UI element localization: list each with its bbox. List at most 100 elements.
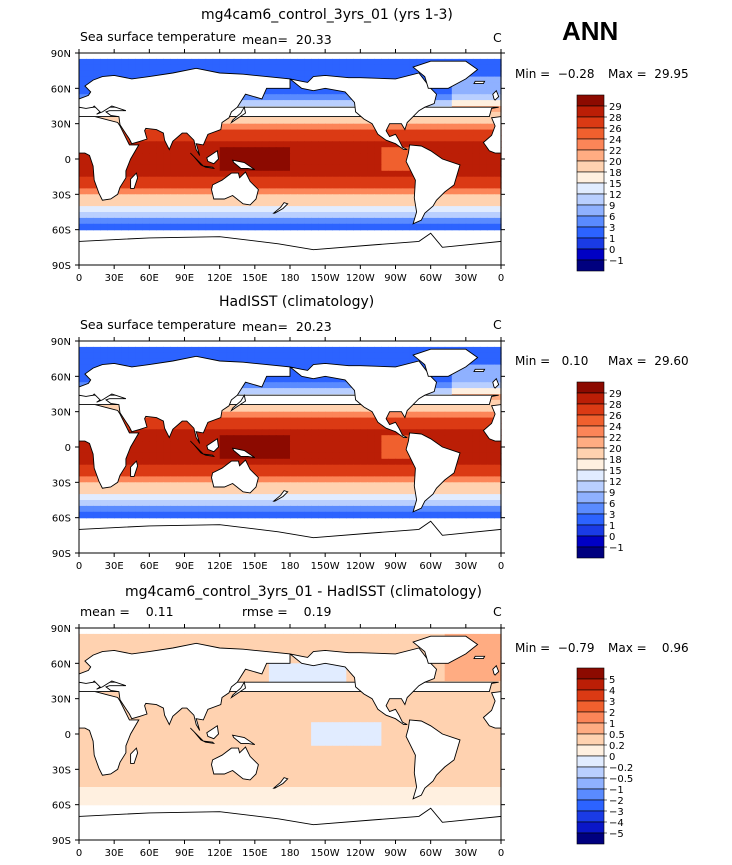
sst-cell (402, 217, 411, 225)
sst-cell (367, 441, 375, 448)
sst-cell (479, 153, 488, 160)
sst-cell (283, 458, 291, 466)
sst-cell (479, 206, 488, 213)
sst-cell (494, 745, 502, 753)
sst-cell (465, 663, 474, 670)
sst-cell (458, 505, 467, 513)
sst-cell (226, 692, 235, 700)
sst-cell (177, 58, 186, 66)
sst-cell (191, 170, 200, 178)
panel-3-unit: C (493, 604, 502, 619)
sst-cell (332, 470, 340, 478)
sst-cell (226, 141, 235, 148)
sst-cell (346, 633, 354, 641)
sst-cell (346, 135, 354, 142)
sst-cell (93, 188, 101, 195)
sst-cell (226, 698, 235, 706)
sst-cell (325, 739, 333, 747)
sst-cell (332, 698, 340, 706)
sst-cell (325, 70, 333, 78)
sst-cell (290, 358, 298, 366)
sst-cell (268, 470, 277, 478)
sst-cell (86, 212, 94, 219)
sst-cell (79, 194, 87, 201)
sst-cell (93, 482, 101, 489)
sst-cell (149, 170, 157, 178)
sst-cell (290, 417, 298, 425)
sst-cell (142, 722, 150, 729)
sst-cell (304, 147, 312, 154)
sst-cell (395, 217, 404, 225)
sst-cell (311, 429, 319, 436)
sst-cell (170, 728, 178, 735)
sst-cell (86, 739, 94, 747)
sst-cell (100, 511, 108, 519)
sst-cell (163, 64, 171, 72)
sst-cell (254, 482, 263, 489)
sst-cell (254, 464, 263, 472)
sst-cell (325, 692, 333, 700)
sst-cell (430, 417, 439, 425)
sst-cell (402, 458, 411, 466)
sst-cell (486, 511, 495, 519)
sst-cell (451, 429, 460, 436)
sst-cell (465, 217, 474, 225)
sst-cell (170, 716, 178, 723)
sst-cell (494, 376, 502, 383)
sst-cell (458, 88, 467, 95)
sst-cell (486, 58, 495, 66)
sst-cell (184, 500, 193, 507)
sst-cell (149, 435, 157, 442)
sst-cell (339, 123, 347, 131)
sst-cell (275, 159, 284, 166)
sst-cell (163, 147, 171, 154)
sst-cell (93, 511, 101, 519)
sst-cell (261, 500, 270, 507)
sst-cell (275, 117, 284, 125)
sst-cell (458, 123, 467, 131)
sst-cell (156, 164, 164, 172)
sst-cell (479, 164, 488, 172)
sst-cell (304, 639, 312, 647)
sst-cell (388, 739, 397, 747)
sst-cell (437, 194, 446, 201)
sst-cell (479, 417, 488, 425)
sst-cell (494, 370, 502, 377)
sst-cell (374, 182, 382, 190)
sst-cell (332, 734, 340, 741)
sst-cell (163, 170, 171, 178)
sst-cell (381, 441, 389, 448)
sst-cell (191, 464, 200, 472)
sst-cell (451, 100, 460, 107)
sst-cell (325, 470, 333, 478)
sst-cell (114, 405, 122, 413)
sst-cell (212, 159, 221, 166)
sst-cell (409, 129, 418, 137)
sst-cell (191, 223, 200, 231)
sst-cell (135, 447, 143, 454)
sst-cell (100, 212, 108, 219)
sst-cell (297, 458, 305, 466)
coastline (405, 144, 461, 225)
sst-cell (458, 217, 467, 225)
sst-cell (79, 728, 87, 735)
sst-cell (332, 176, 340, 184)
y-tick-label: 60S (52, 226, 71, 237)
colorbar-swatch (576, 425, 605, 438)
sst-cell (381, 176, 389, 184)
sst-cell (170, 153, 178, 160)
sst-cell (275, 200, 284, 207)
sst-cell (184, 633, 193, 641)
sst-cell (135, 734, 143, 741)
sst-cell (409, 117, 418, 125)
sst-cell (93, 639, 101, 647)
sst-cell (163, 164, 171, 172)
sst-cell (388, 123, 397, 131)
sst-cell (486, 734, 495, 741)
sst-cell (170, 494, 178, 501)
sst-cell (479, 364, 488, 372)
sst-cell (339, 94, 347, 101)
sst-cell (479, 82, 488, 89)
sst-cell (486, 447, 495, 454)
sst-cell (437, 129, 446, 137)
